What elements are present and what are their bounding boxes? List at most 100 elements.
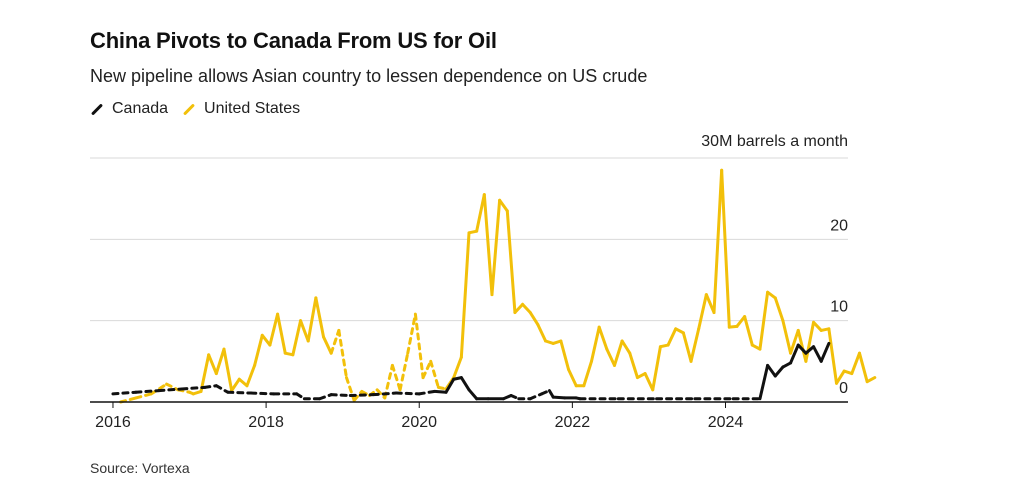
segment-united-states-48: [505, 209, 517, 315]
segment-canada-41: [773, 365, 785, 378]
segment-united-states-60: [597, 325, 609, 351]
chart-title: China Pivots to Canada From US for Oil: [90, 28, 497, 53]
segment-canada-45: [804, 345, 816, 355]
segment-united-states-66: [643, 372, 655, 392]
legend-label-united-states: United States: [204, 100, 301, 117]
segment-united-states-51: [528, 311, 540, 327]
x-tick-labels: 2016 2018 2020 2022 2024: [95, 402, 743, 431]
segment-canada-29: [540, 389, 551, 396]
segment-canada-12: [318, 393, 333, 401]
segment-canada-18: [433, 389, 448, 394]
segment-canada-19: [444, 377, 456, 394]
segment-canada-2: [134, 389, 161, 394]
segment-united-states-13: [237, 377, 249, 388]
segment-canada-7: [226, 390, 253, 395]
source-note: Source: Vortexa: [90, 460, 190, 476]
segment-canada-44: [796, 343, 808, 355]
segment-united-states-34: [398, 351, 410, 392]
segment-united-states-38: [429, 359, 440, 389]
x-tick-label-2022: 2022: [555, 414, 591, 431]
segment-canada-13: [329, 393, 352, 397]
segment-united-states-35: [406, 312, 417, 355]
segment-canada-28: [528, 392, 544, 401]
segment-united-states-86: [796, 328, 808, 363]
segment-united-states-12: [230, 377, 241, 393]
segment-united-states-16: [260, 333, 272, 347]
segment-canada-26: [509, 393, 521, 401]
segment-united-states-88: [812, 320, 823, 332]
series-canada: [111, 341, 831, 401]
segment-united-states-4: [165, 382, 180, 392]
segment-united-states-83: [773, 296, 785, 323]
segment-united-states-47: [498, 198, 509, 213]
segment-united-states-62: [612, 339, 624, 367]
segment-united-states-22: [306, 296, 318, 343]
segment-united-states-91: [835, 369, 846, 385]
legend: Canada United States: [90, 100, 314, 118]
segment-canada-6: [214, 384, 230, 394]
x-tick-label-2018: 2018: [248, 414, 284, 431]
segment-canada-4: [180, 385, 207, 391]
y-tick-labels: 0 10 20: [830, 217, 848, 397]
segment-united-states-95: [865, 376, 877, 384]
segment-canada-31: [551, 395, 567, 400]
x-tick-label-2024: 2024: [708, 414, 744, 431]
segment-united-states-10: [214, 347, 226, 376]
segment-united-states-46: [490, 198, 502, 297]
legend-item-canada: Canada: [90, 100, 168, 118]
x-tick-label-2020: 2020: [401, 414, 437, 431]
segment-united-states-90: [827, 327, 839, 385]
segment-united-states-23: [314, 296, 326, 339]
segment-united-states-67: [651, 345, 662, 392]
y-unit-label: 30M barrels a month: [701, 133, 848, 150]
segment-united-states-87: [804, 320, 816, 363]
segment-canada-43: [789, 343, 800, 365]
segment-united-states-94: [857, 351, 869, 384]
segment-canada-14: [348, 393, 375, 397]
segment-united-states-25: [329, 328, 341, 355]
segment-canada-15: [371, 391, 398, 397]
segment-united-states-61: [605, 347, 616, 367]
segment-united-states-82: [766, 290, 777, 300]
segment-united-states-49: [513, 302, 525, 315]
segment-united-states-56: [567, 367, 578, 388]
y-tick-label-10: 10: [830, 299, 848, 316]
legend-label-canada: Canada: [112, 100, 169, 117]
y-tick-label-0: 0: [839, 380, 848, 397]
chart-subtitle: New pipeline allows Asian country to les…: [90, 66, 648, 86]
segment-canada-40: [766, 363, 777, 378]
segment-united-states-85: [789, 328, 800, 355]
segment-canada-46: [812, 345, 823, 363]
segment-united-states-42: [459, 231, 471, 359]
segment-united-states-15: [253, 333, 264, 367]
segment-canada-8: [249, 391, 276, 396]
segment-united-states-33: [390, 363, 402, 392]
segment-canada-47: [819, 341, 831, 363]
segment-canada-22: [467, 388, 479, 401]
segment-united-states-79: [743, 315, 754, 347]
segment-united-states-50: [521, 302, 532, 315]
segment-united-states-36: [413, 312, 425, 380]
segment-united-states-55: [559, 339, 571, 371]
segment-united-states-8: [199, 353, 211, 393]
segment-united-states-3: [149, 382, 169, 396]
series-lines: [111, 168, 877, 404]
segment-united-states-41: [452, 355, 463, 380]
segment-united-states-71: [681, 331, 693, 363]
segment-united-states-14: [245, 363, 257, 388]
segment-united-states-18: [276, 312, 287, 355]
segment-united-states-76: [720, 168, 731, 329]
segment-united-states-52: [536, 323, 548, 343]
segment-united-states-29: [360, 389, 371, 397]
segment-united-states-17: [268, 312, 280, 347]
segment-united-states-26: [337, 328, 348, 380]
segment-united-states-39: [436, 385, 448, 391]
legend-item-united-states: United States: [182, 100, 300, 118]
y-tick-label-20: 20: [830, 217, 848, 234]
segment-united-states-20: [291, 319, 303, 357]
segment-united-states-9: [207, 353, 218, 376]
segment-united-states-31: [375, 388, 387, 400]
segment-united-states-84: [781, 319, 793, 355]
segment-canada-3: [157, 387, 184, 393]
